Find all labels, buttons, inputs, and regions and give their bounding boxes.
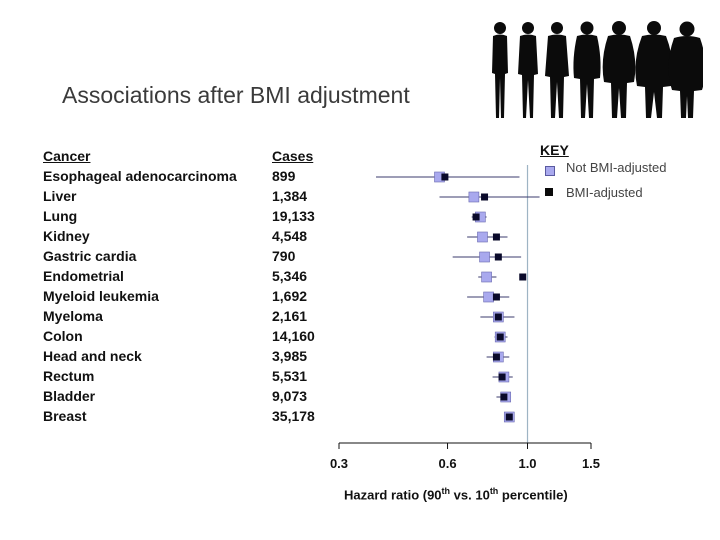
cancer-label: Breast (43, 408, 87, 424)
point-adjusted (500, 393, 508, 401)
x-tick-label: 1.5 (582, 456, 600, 471)
point-adjusted (498, 373, 506, 381)
cases-label: 1,384 (272, 188, 308, 204)
point-not-adjusted (481, 271, 492, 283)
legend-not-adjusted-swatch (545, 166, 555, 176)
cancer-label: Lung (43, 208, 78, 224)
point-not-adjusted (468, 191, 480, 203)
legend-adjusted-label: BMI-adjusted (566, 185, 643, 200)
cancer-label: Colon (43, 328, 83, 344)
x-tick-label: 1.0 (518, 456, 536, 471)
cases-label: 5,346 (272, 268, 308, 284)
legend-not-adjusted-label: Not BMI-adjusted (566, 160, 667, 175)
cases-label: 1,692 (272, 288, 308, 304)
cases-label: 4,548 (272, 228, 308, 244)
point-adjusted (492, 353, 500, 361)
cancer-label: Head and neck (43, 348, 142, 364)
slide-title: Associations after BMI adjustment (62, 82, 410, 108)
point-not-adjusted (479, 251, 490, 263)
point-adjusted (481, 193, 489, 201)
point-adjusted (492, 233, 500, 241)
cancer-label: Rectum (43, 368, 95, 384)
point-adjusted (472, 213, 480, 221)
point-adjusted (494, 313, 502, 321)
legend-title: KEY (540, 142, 569, 158)
cases-label: 5,531 (272, 368, 308, 384)
cancer-label: Esophageal adenocarcinoma (43, 168, 237, 184)
point-not-adjusted (483, 291, 494, 303)
cancer-label: Gastric cardia (43, 248, 137, 264)
cancer-label: Liver (43, 188, 77, 204)
cases-label: 2,161 (272, 308, 308, 324)
point-adjusted (519, 273, 527, 281)
x-axis-label: Hazard ratio (90th vs. 10th percentile) (344, 486, 568, 503)
cases-label: 19,133 (272, 208, 315, 224)
cases-label: 35,178 (272, 408, 315, 424)
column-header-cancer: Cancer (43, 148, 91, 164)
column-header-cases: Cases (272, 148, 314, 164)
point-not-adjusted (477, 231, 488, 243)
cancer-label: Bladder (43, 388, 96, 404)
x-tick-label: 0.6 (438, 456, 456, 471)
x-tick-label: 0.3 (330, 456, 348, 471)
point-adjusted (494, 253, 502, 261)
point-adjusted (441, 173, 449, 181)
legend-adjusted-swatch (545, 188, 553, 196)
cancer-label: Myeloma (43, 308, 103, 324)
cancer-label: Myeloid leukemia (43, 288, 159, 304)
cases-label: 9,073 (272, 388, 308, 404)
cancer-label: Endometrial (43, 268, 124, 284)
obesity-silhouette-icon (492, 21, 703, 118)
point-adjusted (505, 413, 513, 421)
point-adjusted (496, 333, 504, 341)
point-adjusted (492, 293, 500, 301)
cancer-label: Kidney (43, 228, 90, 244)
cases-label: 899 (272, 168, 296, 184)
cases-label: 3,985 (272, 348, 308, 364)
cases-label: 14,160 (272, 328, 315, 344)
cases-label: 790 (272, 248, 296, 264)
